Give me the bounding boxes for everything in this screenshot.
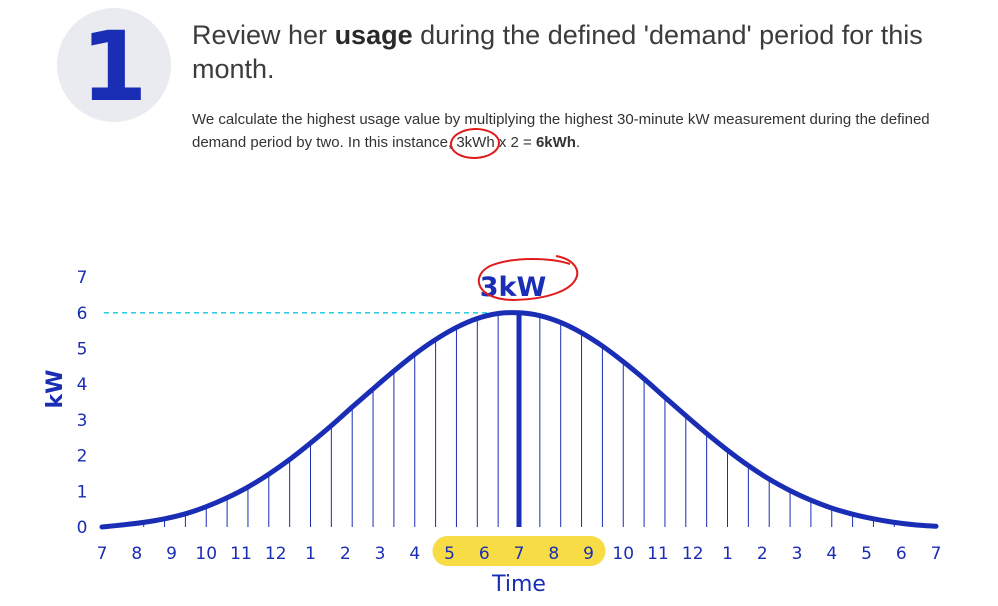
x-axis-label: Time — [491, 572, 546, 597]
x-tick-label: 3 — [792, 544, 803, 564]
para-bold-result: 6kWh — [535, 134, 576, 151]
x-tick-label: 3 — [375, 544, 386, 564]
step-badge: 1 — [57, 8, 171, 122]
x-tick-label: 7 — [97, 544, 108, 564]
x-tick-label: 10 — [195, 544, 217, 564]
y-tick-label: 3 — [77, 411, 88, 431]
y-tick-label: 4 — [77, 375, 88, 395]
x-tick-label: 7 — [514, 544, 525, 564]
usage-curve — [99, 310, 939, 530]
y-tick-label: 5 — [77, 340, 88, 360]
x-tick-label: 6 — [479, 544, 490, 564]
x-tick-label: 4 — [826, 544, 837, 564]
heading-pre: Review her — [192, 20, 335, 50]
x-tick-label: 8 — [131, 544, 142, 564]
x-tick-label: 11 — [230, 544, 252, 564]
x-tick-label: 8 — [548, 544, 559, 564]
x-tick-label: 2 — [340, 544, 351, 564]
x-tick-label: 11 — [647, 544, 669, 564]
y-tick-label: 2 — [77, 447, 88, 467]
x-tick-label: 12 — [265, 544, 287, 564]
y-axis-label: kW — [43, 370, 68, 409]
x-tick-label: 7 — [931, 544, 942, 564]
x-tick-label: 2 — [757, 544, 768, 564]
x-tick-label: 5 — [444, 544, 455, 564]
y-tick-label: 6 — [77, 304, 88, 324]
x-tick-label: 1 — [305, 544, 316, 564]
circled-value: 3kWh — [456, 131, 494, 154]
para-pre: We calculate the highest usage value by … — [192, 111, 930, 151]
explanation-paragraph: We calculate the highest usage value by … — [192, 108, 952, 154]
page-heading: Review her usage during the defined 'dem… — [192, 18, 952, 86]
x-tick-label: 4 — [409, 544, 420, 564]
x-tick-label: 9 — [583, 544, 594, 564]
y-tick-label: 0 — [77, 518, 88, 538]
x-tick-label: 6 — [896, 544, 907, 564]
demand-period-highlight — [432, 536, 606, 566]
step-number: 1 — [80, 11, 148, 123]
x-tick-label: 5 — [861, 544, 872, 564]
para-post: . — [575, 134, 581, 151]
x-tick-label: 9 — [166, 544, 177, 564]
y-tick-label: 7 — [77, 268, 88, 288]
heading-post: during the defined 'demand' period for t… — [192, 20, 923, 84]
para-mid: x 2 = — [494, 134, 536, 151]
heading-bold: usage — [334, 20, 413, 50]
y-tick-label: 1 — [77, 482, 88, 502]
x-tick-label: 12 — [682, 544, 704, 564]
x-tick-label: 10 — [612, 544, 634, 564]
x-tick-label: 1 — [722, 544, 733, 564]
peak-annotation-circle — [477, 255, 579, 302]
